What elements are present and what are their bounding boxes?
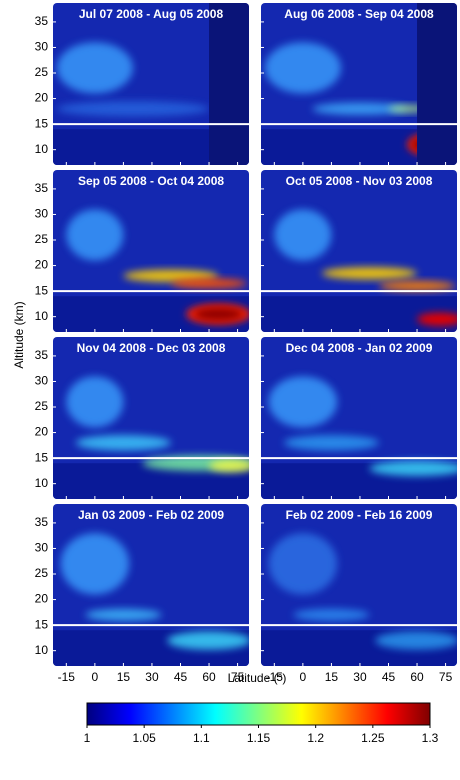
x-tick-label: 15 <box>325 670 339 684</box>
y-tick-label: 30 <box>35 374 49 388</box>
panel <box>53 3 249 165</box>
y-tick-label: 20 <box>35 91 49 105</box>
y-tick-label: 15 <box>35 617 49 631</box>
x-axis-label: Latitude (°) <box>228 671 287 685</box>
feature <box>268 376 338 428</box>
x-tick-label: 30 <box>145 670 159 684</box>
x-tick-label: -15 <box>58 670 76 684</box>
feature <box>209 459 249 472</box>
y-tick-label: 20 <box>35 258 49 272</box>
y-tick-label: 20 <box>35 425 49 439</box>
feature <box>193 307 244 321</box>
panel-lower <box>261 296 457 332</box>
colorbar-tick-label: 1.2 <box>307 731 324 745</box>
no-data <box>417 3 457 165</box>
y-tick-label: 10 <box>35 142 49 156</box>
feature <box>321 267 418 280</box>
x-tick-label: 60 <box>410 670 424 684</box>
x-tick-label: 0 <box>92 670 99 684</box>
y-tick-label: 25 <box>35 566 49 580</box>
y-tick-label: 10 <box>35 643 49 657</box>
y-tick-label: 25 <box>35 399 49 413</box>
panel <box>261 337 457 499</box>
y-tick-label: 10 <box>35 309 49 323</box>
feature <box>66 209 124 261</box>
feature <box>167 631 249 650</box>
y-tick-label: 35 <box>35 181 49 195</box>
panel-title: Feb 02 2009 - Feb 16 2009 <box>286 508 433 522</box>
x-tick-label: 45 <box>382 670 396 684</box>
y-tick-label: 15 <box>35 283 49 297</box>
feature <box>293 608 370 622</box>
feature <box>75 435 171 451</box>
y-tick-label: 25 <box>35 65 49 79</box>
feature <box>56 42 133 94</box>
feature <box>66 376 124 428</box>
feature <box>369 460 457 477</box>
feature <box>268 533 338 595</box>
x-tick-label: 75 <box>439 670 453 684</box>
y-tick-label: 10 <box>35 476 49 490</box>
panel <box>261 3 457 165</box>
feature <box>312 102 408 115</box>
colorbar <box>86 702 431 726</box>
y-tick-label: 15 <box>35 116 49 130</box>
feature <box>264 42 341 94</box>
y-axis-label: Altitude (km) <box>12 301 26 368</box>
feature <box>378 280 456 292</box>
x-tick-label: 15 <box>117 670 131 684</box>
panel-title: Jul 07 2008 - Aug 05 2008 <box>79 7 224 21</box>
colorbar-tick-label: 1.15 <box>247 731 271 745</box>
feature <box>375 631 457 650</box>
feature <box>170 278 248 289</box>
y-tick-label: 35 <box>35 14 49 28</box>
x-tick-label: 30 <box>353 670 367 684</box>
y-tick-label: 30 <box>35 541 49 555</box>
colorbar-tick-label: 1 <box>84 731 91 745</box>
colorbar-tick-label: 1.25 <box>361 731 385 745</box>
x-tick-label: -15 <box>266 670 284 684</box>
x-tick-label: 0 <box>300 670 307 684</box>
panel <box>261 504 457 666</box>
y-tick-label: 35 <box>35 348 49 362</box>
x-tick-label: 60 <box>202 670 216 684</box>
panel <box>53 337 249 499</box>
feature <box>274 209 332 261</box>
colorbar-tick-label: 1.1 <box>193 731 210 745</box>
panel-title: Oct 05 2008 - Nov 03 2008 <box>286 174 433 188</box>
feature <box>283 435 379 451</box>
panel-title: Sep 05 2008 - Oct 04 2008 <box>78 174 224 188</box>
panel-title: Aug 06 2008 - Sep 04 2008 <box>284 7 434 21</box>
panel <box>53 170 249 332</box>
panel <box>53 504 249 666</box>
colorbar-tick-label: 1.3 <box>422 731 439 745</box>
x-tick-label: 75 <box>231 670 245 684</box>
panel <box>261 170 457 332</box>
panel-title: Nov 04 2008 - Dec 03 2008 <box>77 341 226 355</box>
y-tick-label: 35 <box>35 515 49 529</box>
y-tick-label: 20 <box>35 592 49 606</box>
no-data <box>209 3 249 165</box>
x-tick-label: 45 <box>174 670 188 684</box>
y-tick-label: 15 <box>35 450 49 464</box>
y-tick-label: 30 <box>35 40 49 54</box>
feature <box>85 608 162 622</box>
y-tick-label: 25 <box>35 232 49 246</box>
colorbar-tick-label: 1.05 <box>132 731 156 745</box>
feature <box>60 533 130 595</box>
feature <box>56 101 210 117</box>
feature <box>417 312 457 326</box>
panel-title: Jan 03 2009 - Feb 02 2009 <box>78 508 224 522</box>
y-tick-label: 30 <box>35 207 49 221</box>
panel-title: Dec 04 2008 - Jan 02 2009 <box>286 341 433 355</box>
